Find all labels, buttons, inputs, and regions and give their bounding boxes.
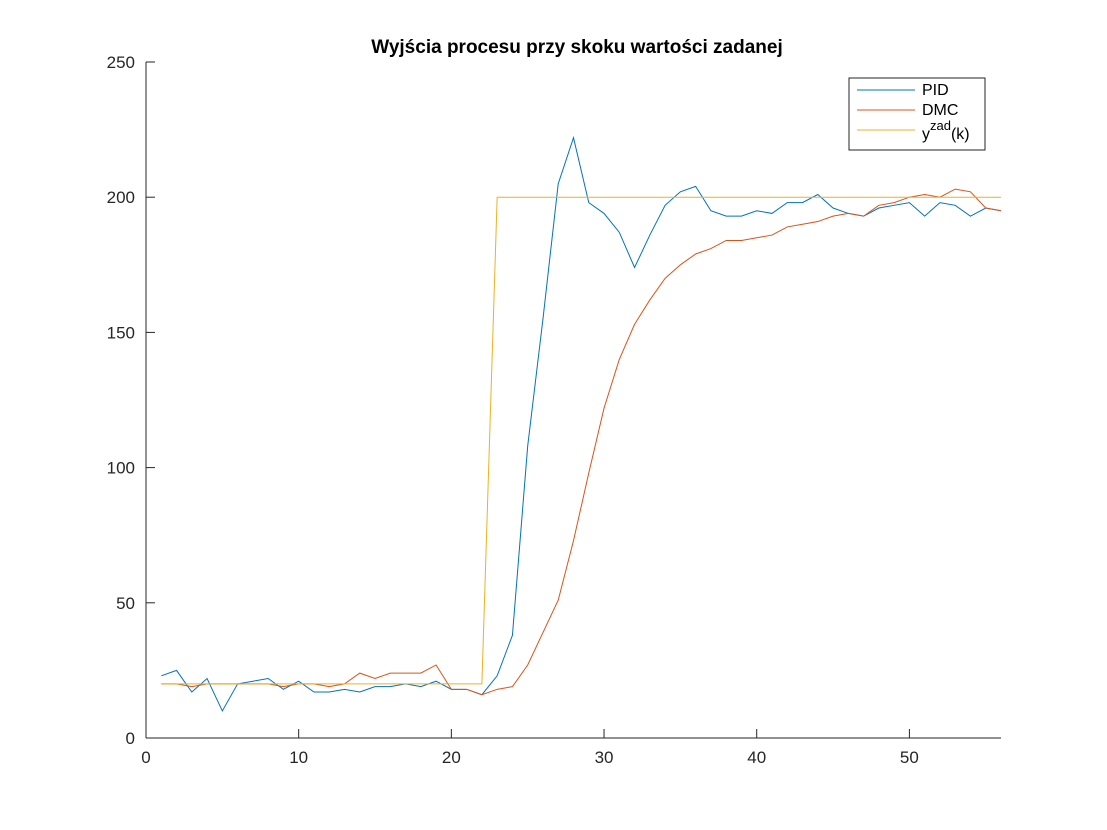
x-tick-label: 10 — [289, 748, 308, 767]
legend-label: DMC — [922, 102, 958, 119]
legend-label: PID — [922, 82, 949, 99]
y-tick-label: 0 — [126, 729, 135, 748]
x-tick-label: 50 — [900, 748, 919, 767]
y-tick-label: 150 — [107, 323, 135, 342]
y-tick-label: 50 — [116, 594, 135, 613]
axes: 0 10 20 30 40 50 0 50 100 150 200 250 — [107, 53, 1001, 767]
x-tick-label: 20 — [442, 748, 461, 767]
series-line-pid — [161, 135, 1002, 713]
series-line-setpoint — [161, 196, 1001, 685]
legend-box — [848, 77, 986, 151]
chart-title: Wyjścia procesu przy skoku wartości zada… — [371, 37, 782, 58]
y-tick-label: 200 — [107, 188, 135, 207]
x-tick-label: 0 — [141, 748, 150, 767]
x-tick-label: 30 — [595, 748, 614, 767]
y-tick-label: 250 — [107, 53, 135, 72]
series-layer — [161, 135, 1002, 713]
x-tick-label: 40 — [747, 748, 766, 767]
series-line-dmc — [161, 188, 1002, 696]
y-tick-label: 100 — [107, 459, 135, 478]
